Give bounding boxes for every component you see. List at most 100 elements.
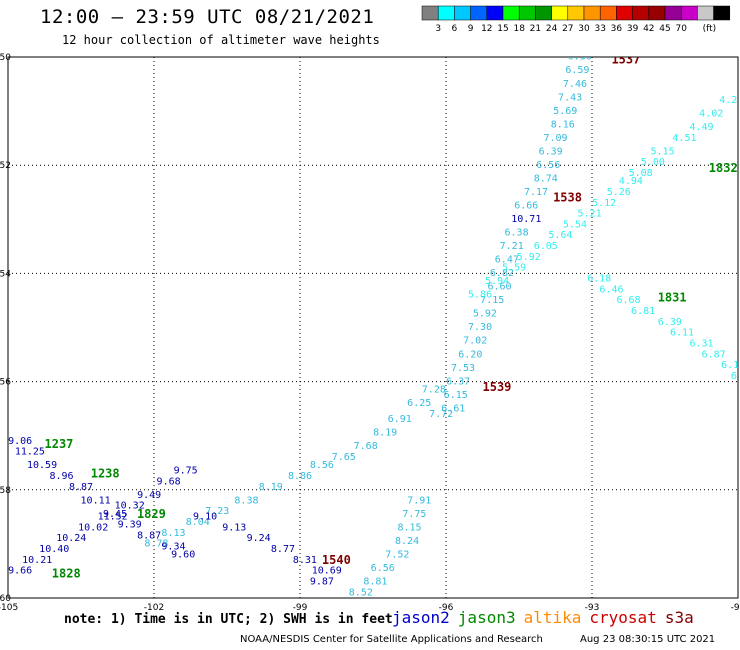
swh-point-label: 10.69 [312,566,342,577]
swh-point-label: 6.15 [444,390,468,401]
swh-point-label: 7.65 [332,452,356,463]
swh-point-label: 10.11 [81,495,111,506]
swh-point-label: 7.52 [385,549,409,560]
swh-point-label: 5.92 [473,309,497,320]
pass-time-label: 1537 [611,53,640,67]
colorbar-label: 12 [481,24,492,34]
swh-point-label: 6.60 [487,282,511,293]
swh-point-label: 7.72 [429,409,453,420]
pass-time-label: 1828 [52,567,81,581]
swh-point-label: 6.37 [446,376,470,387]
swh-point-label: 9.45 [103,509,127,520]
legend-item-s3a: s3a [664,608,694,627]
colorbar-label: (ft) [703,24,717,34]
swh-point-label: 5.69 [553,106,577,117]
swh-point-label: 8.78 [144,539,168,550]
swh-point-label: 6.20 [458,349,482,360]
swh-point-label: 6.59 [565,65,589,76]
x-tick-label: -90 [731,603,740,613]
swh-point-label: 8.04 [186,517,210,528]
swh-point-label: 7.23 [205,506,229,517]
legend-item-jason2: jason2 [392,608,450,627]
swh-point-label: 9.13 [222,522,246,533]
legend-item-altika: altika [523,608,582,627]
satellite-legend: jason2 jason3 altika cryosat s3a [392,608,702,627]
colorbar-label: 21 [530,24,541,34]
pass-time-label: 1540 [322,553,351,567]
swh-point-label: 8.77 [271,544,295,555]
swh-point-label: 5.59 [502,263,526,274]
swh-point-label: 8.96 [49,471,73,482]
pass-time-label: 1832 [709,161,738,175]
swh-point-label: 9.66 [8,566,32,577]
colorbar-label: 30 [578,24,590,34]
swh-point-label: 8.86 [288,471,312,482]
swh-point-label: 8.87 [69,482,93,493]
colorbar-label: 45 [659,24,670,34]
swh-point-label: 5.15 [651,146,675,157]
swh-point-label: 5.86 [468,290,492,301]
swh-point-label: 6.81 [631,306,655,317]
swh-point-label: 6.82 [490,268,514,279]
swh-point-label: 6.12 [721,360,740,371]
y-tick-label: -54 [0,269,11,279]
swh-point-label: 6.05 [534,241,558,252]
swh-point-label: 4.49 [689,122,713,133]
footer-credit: NOAA/NESDIS Center for Satellite Applica… [240,634,543,645]
swh-point-label: 8.13 [161,528,185,539]
swh-point-label: 9.87 [310,576,334,587]
swh-point-label: 9.06 [8,436,32,447]
swh-point-label: 7.09 [543,133,567,144]
pass-time-label: 1237 [45,437,74,451]
swh-point-label: 10.24 [56,533,86,544]
swh-point-label: 5.21 [578,209,602,220]
footer-timestamp: Aug 23 08:30:15 UTC 2021 [580,634,716,645]
swh-point-label: 8.74 [534,173,558,184]
swh-point-label: 8.16 [551,119,575,130]
colorbar-label: 27 [562,24,573,34]
swh-point-label: 9.75 [174,466,198,477]
y-tick-label: -50 [0,53,11,63]
swh-point-label: 5.94 [485,276,509,287]
colorbar-label: 33 [594,24,605,34]
swh-point-label: 6.47 [495,255,519,266]
swh-point-label: 6.25 [407,398,431,409]
swh-point-label: 6.11 [670,328,694,339]
swh-point-label: 10.02 [78,522,108,533]
swh-point-label: 5.12 [592,198,616,209]
swh-point-label: 10.21 [22,555,52,566]
swh-point-label: 4.94 [619,176,643,187]
swh-point-label: 8.56 [310,460,334,471]
plot-frame [7,56,739,599]
swh-point-label: 4.2 [719,95,737,106]
swh-point-label: 9.10 [193,512,217,523]
swh-point-label: 7.21 [500,241,524,252]
swh-point-label: 5.54 [563,219,587,230]
swh-point-label: 7.02 [463,336,487,347]
swh-point-label: 6.91 [388,414,412,425]
swh-point-label: 8.19 [259,482,283,493]
swh-point-label: 6.61 [441,403,465,414]
swh-point-label: 8.24 [395,536,419,547]
y-tick-label: -52 [0,161,11,171]
swh-point-label: 7.75 [402,509,426,520]
swh-point-label: 7.46 [563,79,587,90]
swh-point-label: 10.71 [511,214,541,225]
swh-point-label: 5.00 [641,157,665,168]
page-subtitle: 12 hour collection of altimeter wave hei… [62,33,380,47]
swh-point-label: 8.52 [349,587,373,598]
colorbar-label: 6 [452,24,458,34]
swh-point-label: 6.46 [599,284,623,295]
legend-item-jason3: jason3 [457,608,516,627]
swh-point-label: 5.26 [607,187,631,198]
swh-point-label: 8.19 [373,428,397,439]
colorbar-label: 15 [497,24,508,34]
swh-point-label: 10.32 [115,501,145,512]
swh-point-label: 9.60 [171,549,195,560]
swh-point-label: 8.38 [234,495,258,506]
page-title: 12:00 – 23:59 UTC 08/21/2021 [40,6,375,28]
x-tick-label: -96 [439,603,454,613]
swh-point-label: 7.68 [354,441,378,452]
